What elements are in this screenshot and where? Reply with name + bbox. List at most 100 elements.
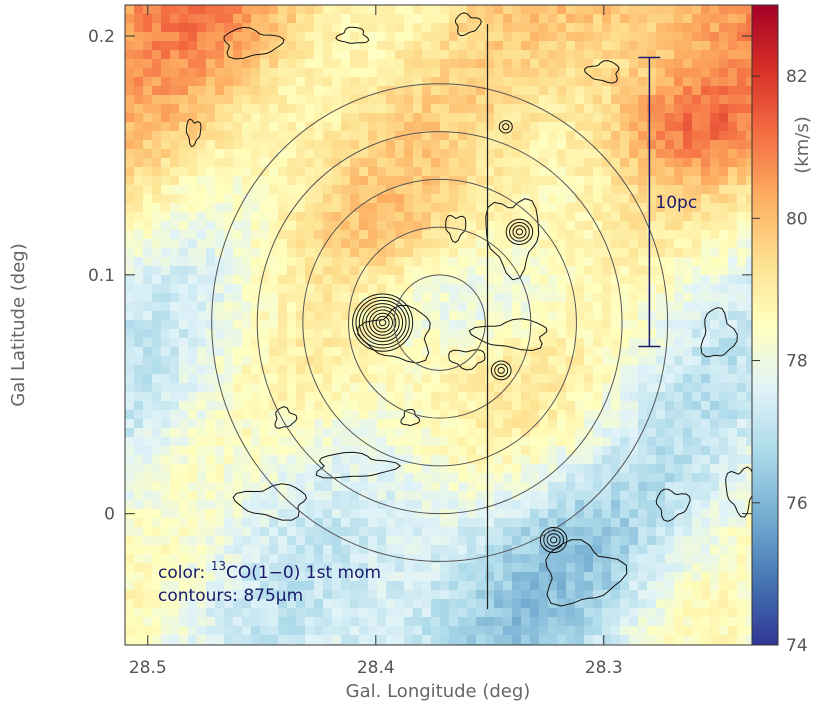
heatmap-cell [458,311,468,321]
heatmap-cell [260,14,270,24]
heatmap-cell [683,365,693,375]
heatmap-cell [557,392,567,402]
heatmap-cell [512,32,522,42]
heatmap-cell [188,338,198,348]
heatmap-cell [584,212,594,222]
heatmap-cell [737,491,747,501]
heatmap-cell [197,392,207,402]
heatmap-cell [494,311,504,321]
heatmap-cell [152,365,162,375]
heatmap-cell [341,581,351,591]
heatmap-cell [377,131,387,141]
heatmap-cell [665,635,675,645]
heatmap-cell [584,221,594,231]
heatmap-cell [737,212,747,222]
heatmap-cell [422,383,432,393]
heatmap-cell [440,50,450,60]
heatmap-cell [314,437,324,447]
heatmap-cell [224,59,234,69]
heatmap-cell [287,167,297,177]
heatmap-cell [152,50,162,60]
heatmap-cell [242,149,252,159]
heatmap-cell [512,518,522,528]
heatmap-cell [557,194,567,204]
heatmap-cell [224,545,234,555]
heatmap-cell [314,473,324,483]
heatmap-cell [512,185,522,195]
heatmap-cell [611,212,621,222]
heatmap-cell [746,230,752,240]
heatmap-cell [314,185,324,195]
heatmap-cell [611,149,621,159]
heatmap-cell [719,185,729,195]
heatmap-cell [143,284,153,294]
heatmap-cell [305,32,315,42]
heatmap-cell [746,482,752,492]
heatmap-cell [422,14,432,24]
heatmap-cell [242,221,252,231]
heatmap-cell [431,617,441,627]
heatmap-cell [719,131,729,141]
heatmap-cell [152,149,162,159]
heatmap-cell [134,221,144,231]
heatmap-cell [269,365,279,375]
heatmap-cell [215,599,225,609]
heatmap-cell [476,140,486,150]
heatmap-cell [359,50,369,60]
heatmap-cell [611,104,621,114]
heatmap-cell [404,95,414,105]
heatmap-cell [287,248,297,258]
heatmap-cell [665,41,675,51]
heatmap-cell [665,437,675,447]
heatmap-cell [485,383,495,393]
heatmap-cell [584,77,594,87]
heatmap-cell [602,590,612,600]
heatmap-cell [737,599,747,609]
heatmap-cell [368,131,378,141]
heatmap-cell [323,293,333,303]
heatmap-cell [512,419,522,429]
heatmap-cell [269,311,279,321]
heatmap-cell [188,401,198,411]
heatmap-cell [422,86,432,96]
heatmap-cell [296,581,306,591]
heatmap-cell [692,356,702,366]
heatmap-cell [404,410,414,420]
heatmap-cell [728,392,738,402]
heatmap-cell [440,419,450,429]
heatmap-cell [620,599,630,609]
heatmap-cell [287,329,297,339]
heatmap-cell [341,113,351,123]
heatmap-cell [170,167,180,177]
heatmap-cell [683,41,693,51]
heatmap-cell [260,50,270,60]
heatmap-cell [503,149,513,159]
heatmap-cell [575,455,585,465]
heatmap-cell [701,131,711,141]
heatmap-cell [386,347,396,357]
heatmap-cell [710,491,720,501]
heatmap-cell [548,194,558,204]
heatmap-cell [530,248,540,258]
heatmap-cell [278,347,288,357]
heatmap-cell [431,590,441,600]
heatmap-cell [647,617,657,627]
heatmap-cell [629,518,639,528]
heatmap-cell [260,473,270,483]
heatmap-cell [467,23,477,33]
heatmap-cell [278,122,288,132]
heatmap-cell [251,500,261,510]
heatmap-cell [242,563,252,573]
heatmap-cell [422,392,432,402]
heatmap-cell [719,149,729,159]
heatmap-cell [332,194,342,204]
heatmap-cell [737,86,747,96]
heatmap-cell [710,518,720,528]
heatmap-cell [530,68,540,78]
heatmap-cell [458,239,468,249]
heatmap-cell [476,14,486,24]
heatmap-cell [602,410,612,420]
heatmap-cell [629,14,639,24]
heatmap-cell [269,230,279,240]
heatmap-cell [512,113,522,123]
